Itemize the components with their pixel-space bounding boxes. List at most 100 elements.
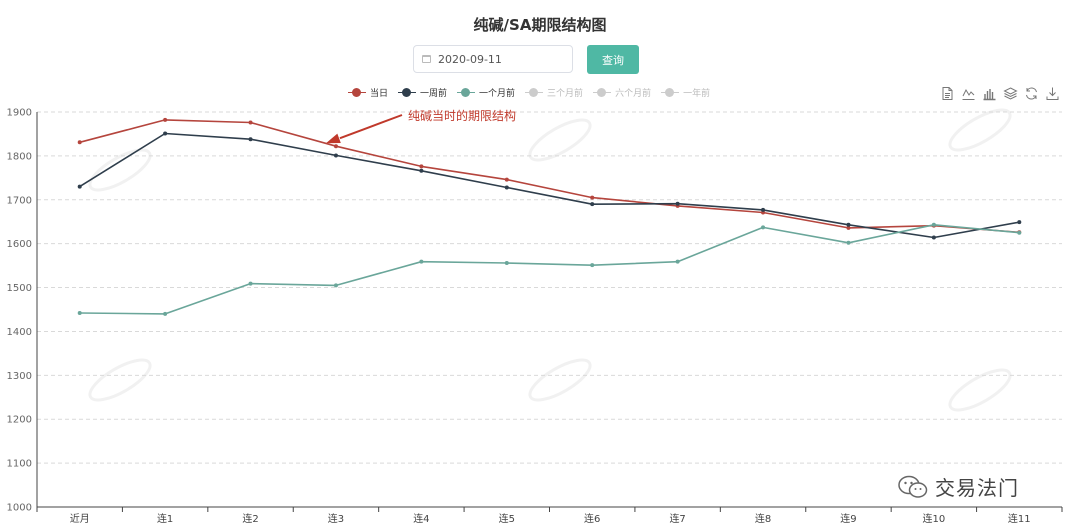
x-tick-label: 连1 [157, 512, 173, 525]
data-point [77, 140, 82, 145]
data-point [163, 131, 168, 136]
data-point [333, 283, 338, 288]
legend-item-0[interactable]: 当日 [348, 86, 388, 99]
line-chart-icon[interactable] [961, 86, 976, 101]
query-button[interactable]: 查询 [587, 45, 639, 74]
watermark-mark [528, 358, 592, 402]
y-tick-label: 1700 [7, 195, 32, 206]
data-point [675, 201, 680, 206]
data-point [333, 153, 338, 158]
bar-chart-icon[interactable] [982, 86, 997, 101]
data-point [931, 222, 936, 227]
data-point [761, 225, 766, 230]
data-point [419, 168, 424, 173]
y-tick-label: 1500 [7, 283, 32, 294]
legend-label: 一年前 [683, 89, 711, 99]
data-point [1017, 220, 1022, 225]
data-point [248, 120, 253, 125]
brand-text: 交易法门 [935, 476, 1019, 500]
legend-label: 三个月前 [547, 89, 584, 99]
legend-marker [525, 88, 544, 98]
y-tick-label: 1100 [7, 459, 32, 470]
data-view-icon[interactable] [940, 86, 955, 101]
annotation-arrow-line [339, 114, 403, 140]
x-tick-label: 连8 [755, 512, 771, 525]
data-point [77, 311, 82, 316]
data-point [77, 184, 82, 189]
y-tick-label: 1200 [7, 415, 32, 426]
series-line-1 [79, 132, 1020, 239]
x-tick-label: 连9 [840, 512, 856, 525]
x-tick-label: 连5 [499, 512, 515, 525]
data-point [846, 225, 851, 230]
legend-label: 一个月前 [479, 89, 516, 99]
legend-label: 一周前 [420, 89, 448, 99]
data-point [590, 263, 595, 268]
data-point [590, 202, 595, 207]
legend-marker [661, 88, 680, 98]
x-tick-label: 连7 [669, 512, 685, 525]
data-point [675, 259, 680, 264]
data-point [248, 137, 253, 142]
legend-marker [348, 88, 366, 98]
legend-item-1[interactable]: 一周前 [398, 86, 447, 99]
data-point [1017, 230, 1022, 235]
x-tick-label: 连6 [584, 512, 600, 525]
data-point [333, 144, 338, 149]
legend-label: 六个月前 [615, 89, 652, 99]
x-tick-label: 连11 [1008, 512, 1031, 525]
date-input[interactable]: 2020-09-11 [413, 45, 573, 73]
watermark-mark [528, 118, 592, 162]
data-point [504, 260, 509, 265]
data-point [761, 207, 766, 212]
y-tick-label: 1400 [7, 327, 32, 338]
series-line-2 [79, 224, 1020, 315]
watermark-mark [88, 358, 152, 402]
y-tick-label: 1900 [7, 108, 32, 119]
legend-item-5[interactable]: 一年前 [661, 86, 710, 99]
watermark-mark [88, 148, 152, 192]
data-point [163, 311, 168, 316]
legend-marker [457, 88, 476, 98]
watermark-mark [948, 368, 1012, 412]
data-point [248, 281, 253, 286]
x-tick-label: 连10 [923, 512, 946, 525]
chart-title: 纯碱/SA期限结构图 [473, 16, 607, 34]
y-tick-label: 1300 [7, 371, 32, 382]
legend-item-2[interactable]: 一个月前 [457, 86, 515, 99]
data-point [590, 195, 595, 200]
legend-marker [593, 88, 612, 98]
calendar-icon [422, 55, 431, 63]
x-tick-label: 连3 [328, 512, 344, 525]
restore-icon[interactable] [1024, 86, 1039, 101]
legend-item-3[interactable]: 三个月前 [525, 86, 583, 99]
x-tick-label: 近月 [70, 512, 90, 525]
toolbox [940, 86, 1066, 101]
x-tick-label: 连4 [413, 512, 429, 525]
data-point [504, 177, 509, 182]
data-point [846, 222, 851, 227]
wechat-icon [898, 475, 928, 498]
legend-item-4[interactable]: 六个月前 [593, 86, 651, 99]
annotation-text: 纯碱当时的期限结构 [408, 108, 516, 123]
annotation-arrow-head [325, 133, 341, 144]
wechat-watermark: 交易法门 [897, 472, 1019, 501]
date-value: 2020-09-11 [438, 52, 502, 66]
stack-icon[interactable] [1003, 86, 1018, 101]
legend-label: 当日 [370, 89, 389, 99]
legend: 当日 一周前 一个月前 三个月前 六个月前 一年前 [348, 86, 720, 99]
data-point [163, 117, 168, 122]
data-point [419, 259, 424, 264]
legend-marker [398, 88, 417, 98]
watermark-mark [948, 108, 1012, 152]
y-tick-label: 1600 [7, 239, 32, 250]
data-point [504, 185, 509, 190]
data-point [419, 164, 424, 169]
data-point [931, 235, 936, 240]
download-icon[interactable] [1045, 86, 1060, 101]
y-tick-label: 1000 [7, 503, 32, 514]
data-point [846, 240, 851, 245]
y-tick-label: 1800 [7, 151, 32, 162]
x-tick-label: 连2 [242, 512, 258, 525]
